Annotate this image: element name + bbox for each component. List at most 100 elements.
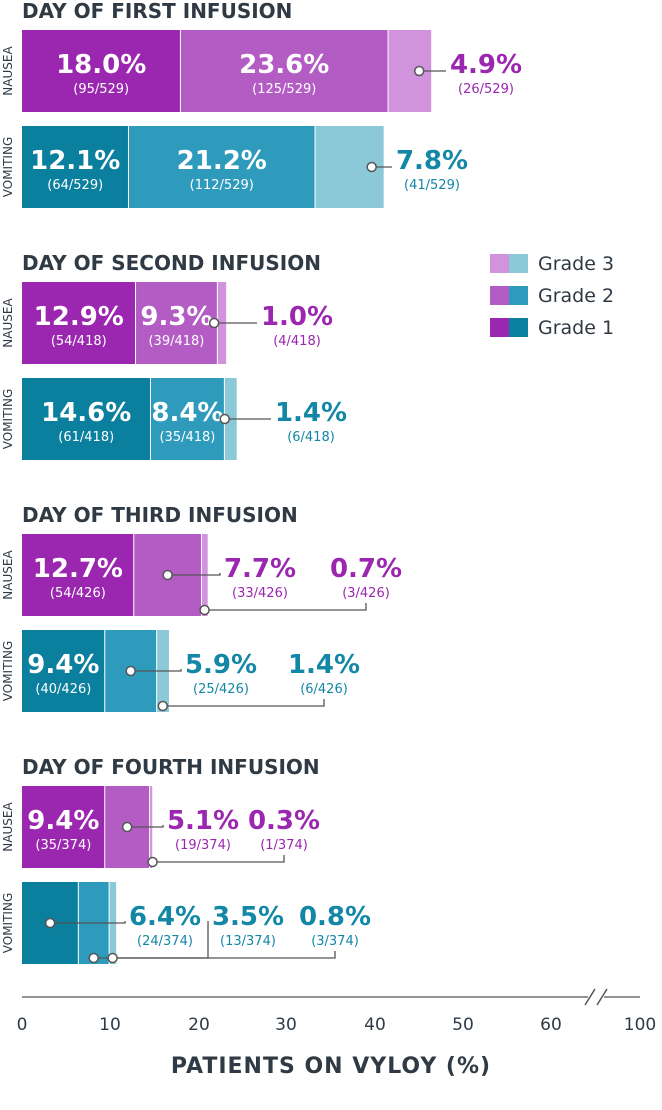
value-label: 18.0%	[56, 50, 146, 80]
count-label: (41/529)	[404, 178, 460, 193]
category-label: NAUSEA	[1, 46, 15, 96]
panel-title: DAY OF THIRD INFUSION	[22, 503, 298, 527]
count-label: (125/529)	[252, 82, 316, 97]
count-label: (40/426)	[35, 682, 91, 697]
callout-dot	[162, 569, 173, 581]
value-label: 1.4%	[275, 398, 347, 428]
count-label: (25/426)	[193, 682, 249, 697]
legend-swatch-nausea	[490, 286, 509, 305]
panel-title: DAY OF FOURTH INFUSION	[22, 755, 320, 779]
x-tick-label: 10	[99, 1015, 121, 1035]
bar-segment-grade-2	[128, 126, 316, 208]
value-label: 0.8%	[299, 902, 371, 932]
value-label: 9.3%	[140, 302, 212, 332]
count-label: (6/426)	[300, 682, 348, 697]
callout-dot	[413, 65, 425, 77]
legend-swatch-vomiting	[509, 318, 528, 337]
panel-title: DAY OF FIRST INFUSION	[22, 0, 292, 23]
callout-dot	[44, 917, 56, 929]
legend-swatch-vomiting	[509, 286, 528, 305]
bar-segment-grade-1	[22, 534, 134, 616]
callout-line	[50, 921, 126, 924]
legend-label: Grade 2	[538, 285, 614, 307]
value-label: 5.1%	[167, 806, 239, 836]
bar-segment-grade-1	[22, 30, 181, 112]
value-label: 0.3%	[248, 806, 320, 836]
value-label: 12.1%	[30, 146, 120, 176]
x-tick-label: 50	[452, 1015, 474, 1035]
callout-line	[204, 603, 367, 611]
category-label: VOMITING	[1, 389, 15, 449]
value-label: 3.5%	[212, 902, 284, 932]
count-label: (1/374)	[260, 838, 308, 853]
callout-line	[167, 573, 221, 576]
value-label: 12.7%	[33, 554, 123, 584]
x-tick-label: 100	[624, 1015, 656, 1035]
x-tick-label: 0	[17, 1015, 28, 1035]
count-label: (95/529)	[73, 82, 129, 97]
bar-segment-grade-1	[22, 630, 105, 712]
axis-break-mark	[596, 988, 608, 1006]
count-label: (33/426)	[232, 586, 288, 601]
value-label: 14.6%	[41, 398, 131, 428]
value-label: 9.4%	[27, 650, 99, 680]
category-label: VOMITING	[1, 893, 15, 953]
value-label: 9.4%	[27, 806, 99, 836]
count-label: (19/374)	[175, 838, 231, 853]
count-label: (6/418)	[287, 430, 335, 445]
legend-label: Grade 1	[538, 317, 614, 339]
callout-dot	[366, 161, 377, 173]
count-label: (54/426)	[50, 586, 106, 601]
value-label: 6.4%	[129, 902, 201, 932]
callout-dot	[157, 700, 169, 712]
x-tick-label: 40	[364, 1015, 386, 1035]
count-label: (39/418)	[148, 334, 204, 349]
panel-title: DAY OF SECOND INFUSION	[22, 251, 321, 275]
bar-segment-grade-1	[22, 126, 129, 208]
x-tick-label: 30	[275, 1015, 297, 1035]
legend-label: Grade 3	[538, 253, 614, 275]
count-label: (26/529)	[458, 82, 514, 97]
value-label: 23.6%	[239, 50, 329, 80]
value-label: 0.7%	[330, 554, 402, 584]
x-axis-label: PATIENTS ON VYLOY (%)	[171, 1054, 491, 1079]
callout-dot	[121, 821, 133, 833]
bar-segment-grade-2	[135, 282, 218, 364]
bar-segment-grade-1	[22, 378, 151, 460]
x-tick-label: 20	[188, 1015, 210, 1035]
legend-swatch-vomiting	[509, 254, 528, 273]
count-label: (35/418)	[159, 430, 215, 445]
value-label: 12.9%	[34, 302, 124, 332]
callout-line	[112, 951, 336, 959]
callout-line	[127, 825, 164, 828]
count-label: (3/426)	[342, 586, 390, 601]
category-label: VOMITING	[1, 641, 15, 701]
callout-dot	[199, 604, 210, 616]
category-label: NAUSEA	[1, 802, 15, 852]
callout-dot	[147, 856, 158, 868]
bar-segment-grade-1	[22, 786, 105, 868]
value-label: 21.2%	[177, 146, 267, 176]
category-label: NAUSEA	[1, 298, 15, 348]
bar-segment-grade-1	[22, 282, 136, 364]
count-label: (61/418)	[58, 430, 114, 445]
legend-swatch-nausea	[490, 318, 509, 337]
bar-segment-grade-2	[180, 30, 389, 112]
value-label: 1.0%	[261, 302, 333, 332]
count-label: (4/418)	[273, 334, 321, 349]
x-tick-label: 60	[540, 1015, 562, 1035]
value-label: 7.7%	[224, 554, 296, 584]
count-label: (3/374)	[311, 934, 359, 949]
category-label: VOMITING	[1, 137, 15, 197]
callout-dot	[219, 413, 230, 425]
value-label: 8.4%	[151, 398, 223, 428]
count-label: (35/374)	[35, 838, 91, 853]
callout-line	[130, 669, 182, 672]
callout-dot	[125, 665, 136, 677]
axis-break-mark	[584, 988, 596, 1006]
callout-line	[162, 699, 325, 707]
count-label: (24/374)	[137, 934, 193, 949]
legend-swatch-nausea	[490, 254, 509, 273]
callout-dot	[107, 952, 118, 964]
